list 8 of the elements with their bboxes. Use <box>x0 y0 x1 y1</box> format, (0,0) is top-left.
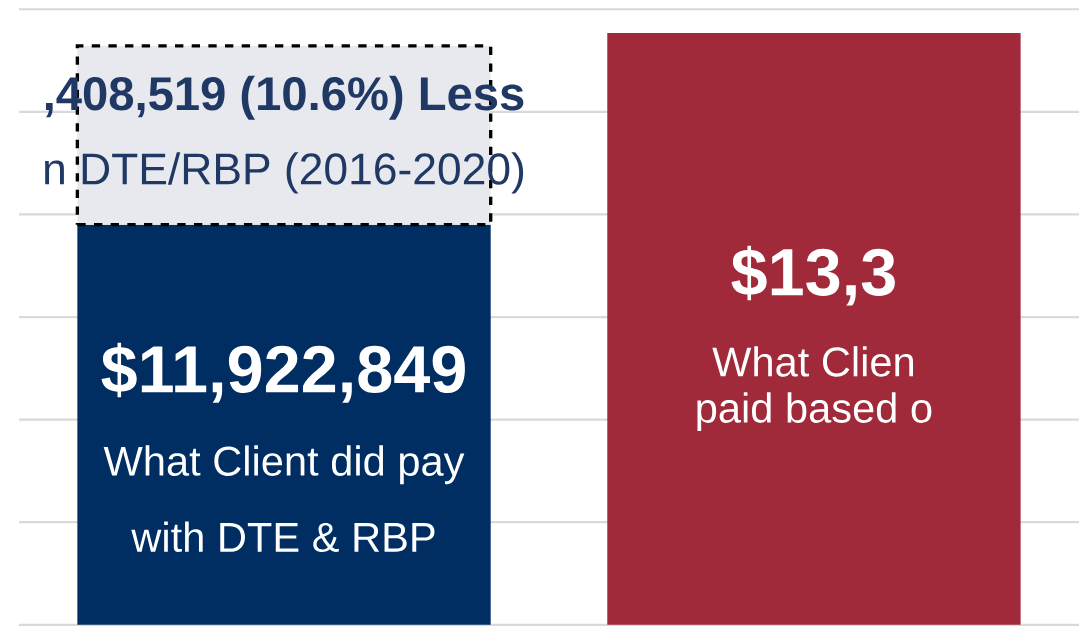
annotation: paid based o <box>697 392 932 432</box>
annotation: ,408,519 (10.6%) Less <box>45 75 524 120</box>
annotation: What Client did pay <box>103 445 465 485</box>
annotation: n DTE/RBP (2016-2020) <box>45 152 524 194</box>
annotation: with DTE & RBP <box>131 521 435 553</box>
annotation: $13,3 <box>731 245 895 306</box>
annotation: $11,922,849 <box>101 342 465 403</box>
annotation: What Clien <box>712 346 914 377</box>
